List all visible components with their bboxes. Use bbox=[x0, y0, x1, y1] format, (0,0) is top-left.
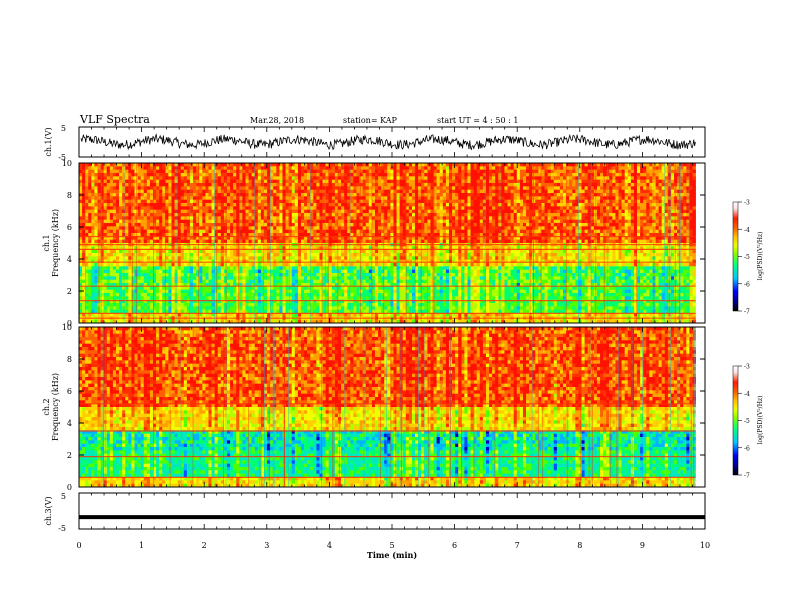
ch1-spectrogram-ytick-label: 6 bbox=[67, 223, 72, 232]
time-axis-label: Time (min) bbox=[367, 550, 417, 560]
ch1-ytick-top: 5 bbox=[61, 124, 66, 133]
ch1-spectrogram-ytick-label: 0 bbox=[67, 319, 72, 328]
ch2-spectrogram-ytick-label: 6 bbox=[67, 387, 72, 396]
ch2-colorbar-tick-label: -5 bbox=[744, 418, 750, 425]
figure-title: VLF Spectra bbox=[79, 113, 150, 126]
ch1-waveform-panel: 5 -5 ch.1(V) bbox=[44, 124, 706, 162]
time-tick-label: 3 bbox=[264, 541, 269, 550]
ch1-colorbar-tick-label: -4 bbox=[744, 227, 750, 234]
ch1-spectrogram-ytick-label: 8 bbox=[67, 191, 72, 200]
ch1-colorbar-gradient bbox=[732, 201, 739, 312]
ch2-colorbar-label: log(PSD)(V²/Hz) bbox=[757, 396, 764, 445]
ch1-colorbar-label: log(PSD)(V²/Hz) bbox=[757, 232, 764, 281]
ch1-spectrogram-ytick-label: 10 bbox=[62, 159, 72, 168]
ch3-ytick-top: 5 bbox=[61, 492, 66, 501]
time-tick-label: 1 bbox=[139, 541, 144, 550]
ch2-colorbar-tick-label: -7 bbox=[744, 473, 750, 480]
ch3-ytick-bottom: -5 bbox=[58, 524, 66, 533]
ch1-ytick-bottom: -5 bbox=[58, 153, 66, 162]
ch1-colorbar-tick-label: -3 bbox=[744, 200, 750, 207]
date-label: Mar.28, 2018 bbox=[250, 116, 304, 125]
ch2-spectrogram-ytick-label: 0 bbox=[67, 483, 72, 492]
ch2-spectrogram-image bbox=[79, 327, 705, 488]
ch2-colorbar-gradient bbox=[732, 365, 739, 476]
time-tick-label: 10 bbox=[700, 541, 710, 550]
ch2-spectrogram-ytick-label: 8 bbox=[67, 355, 72, 364]
ch2-spectrogram-ytick-label: 10 bbox=[62, 323, 72, 332]
ch1-colorbar-tick-label: -6 bbox=[744, 281, 750, 288]
ch3-frame bbox=[78, 492, 706, 530]
time-tick-label: 8 bbox=[577, 541, 582, 550]
ch2-colorbar-tick-label: -4 bbox=[744, 391, 750, 398]
time-tick-label: 2 bbox=[202, 541, 207, 550]
ch1-colorbar-tick-label: -7 bbox=[744, 309, 750, 316]
ch1-spectrogram-image bbox=[79, 163, 705, 324]
time-tick-label: 4 bbox=[327, 541, 332, 550]
ch3-ylabel: ch.3(V) bbox=[44, 496, 53, 525]
ch2-spectrogram-panel: 0 2 4 6 8 10 ch.2 Frequency (kHz) bbox=[42, 323, 706, 492]
ch1-spectrogram-ytick-label: 4 bbox=[67, 255, 72, 264]
ch1-spectrogram-ytick-label: 2 bbox=[67, 287, 72, 296]
station-label: station= KAP bbox=[343, 116, 398, 125]
ch1-colorbar-tick-label: -5 bbox=[744, 254, 750, 261]
time-axis-ticks: 0 1 2 3 4 5 6 7 8 9 10 bbox=[76, 127, 710, 550]
ch2-spectrogram-ytick-label: 4 bbox=[67, 419, 72, 428]
ch1-colorbar: -3 -4 -5 -6 -7 log(PSD)(V²/Hz) bbox=[732, 200, 764, 316]
ch2-channel-label: ch.2 bbox=[42, 398, 51, 415]
ch1-waveform-ylabel: ch.1(V) bbox=[44, 127, 53, 156]
time-tick-label: 6 bbox=[452, 541, 457, 550]
ch2-colorbar-tick-label: -6 bbox=[744, 445, 750, 452]
ch3-panel: 5 -5 ch.3(V) bbox=[44, 492, 706, 533]
ch1-waveform-trace bbox=[80, 133, 696, 151]
ch1-channel-label: ch.1 bbox=[42, 234, 51, 251]
start-time-label: start UT = 4 : 50 : 1 bbox=[437, 116, 518, 125]
ch2-frequency-label: Frequency (kHz) bbox=[51, 373, 60, 441]
ch2-colorbar-tick-label: -3 bbox=[744, 364, 750, 371]
ch2-colorbar: -3 -4 -5 -6 -7 log(PSD)(V²/Hz) bbox=[732, 364, 764, 480]
ch2-spectrogram-ytick-label: 2 bbox=[67, 451, 72, 460]
ch1-spectrogram-panel: 0 2 4 6 8 10 ch.1 Frequency (kHz) bbox=[42, 159, 706, 328]
time-tick-label: 5 bbox=[389, 541, 394, 550]
time-tick-label: 9 bbox=[640, 541, 645, 550]
ch1-frequency-label: Frequency (kHz) bbox=[51, 209, 60, 277]
time-tick-label: 0 bbox=[76, 541, 81, 550]
time-tick-label: 7 bbox=[515, 541, 520, 550]
